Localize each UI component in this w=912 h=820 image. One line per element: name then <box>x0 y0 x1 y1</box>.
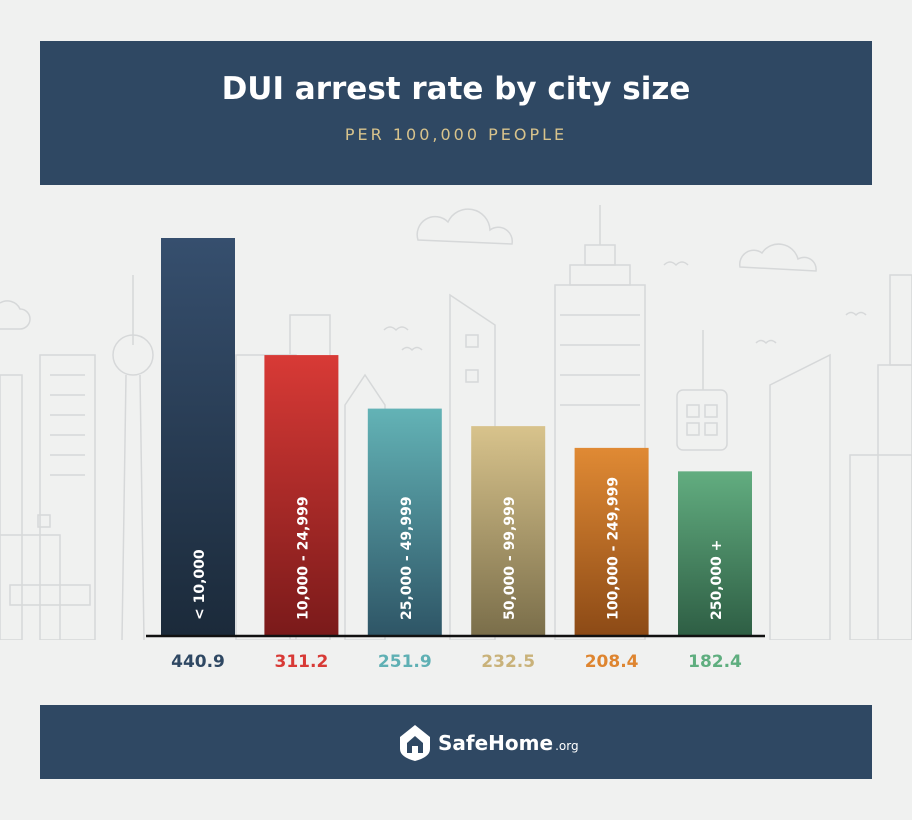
footer-bar: SafeHome .org <box>40 705 872 779</box>
value-label-1: 311.2 <box>275 652 329 672</box>
bar-chart: < 10,000 440.9 10,000 - 24,999 311.2 25,000 … <box>146 238 765 672</box>
brand-tld: .org <box>555 739 579 753</box>
value-label-3: 232.5 <box>481 652 535 672</box>
bar-5 <box>678 471 752 636</box>
chart-title: DUI arrest rate by city size <box>221 71 691 107</box>
safehome-logo[interactable]: SafeHome .org <box>398 721 579 765</box>
bar-3 <box>471 426 546 636</box>
value-label-0: 440.9 <box>171 652 225 672</box>
category-label-5: 250,000 + <box>709 540 725 620</box>
category-label-1: 10,000 - 24,999 <box>295 496 311 620</box>
chart-header: DUI arrest rate by city size PER 100,000… <box>40 41 872 185</box>
category-label-4: 100,000 - 249,999 <box>606 477 622 620</box>
value-label-5: 182.4 <box>688 652 742 672</box>
chart-subtitle: PER 100,000 PEOPLE <box>344 125 568 144</box>
value-label-4: 208.4 <box>585 652 639 672</box>
category-label-3: 50,000 - 99,999 <box>502 496 518 620</box>
value-label-2: 251.9 <box>378 652 432 672</box>
bar-4 <box>574 447 649 636</box>
brand-name: SafeHome <box>438 731 554 755</box>
bar-1 <box>264 355 339 636</box>
bar-2 <box>367 408 442 636</box>
bar-0 <box>161 238 235 636</box>
house-shield-icon <box>400 725 430 761</box>
category-label-0: < 10,000 <box>192 549 208 620</box>
category-label-2: 25,000 - 49,999 <box>399 496 415 620</box>
